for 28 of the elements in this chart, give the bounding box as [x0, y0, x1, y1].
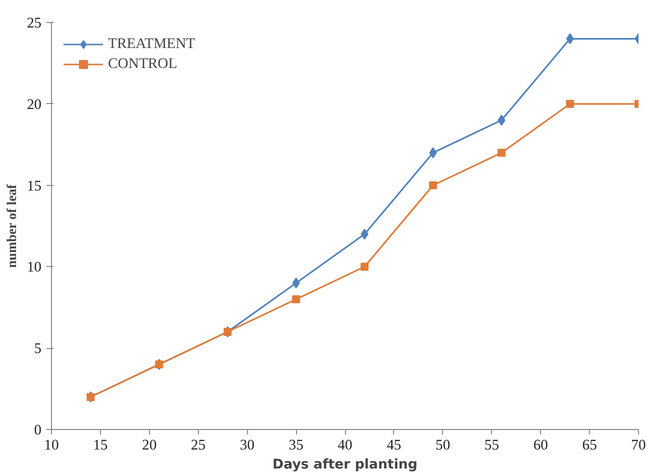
x-tick-label: 30 — [240, 438, 254, 454]
point — [498, 148, 506, 157]
x-tick-label: 45 — [386, 438, 402, 454]
x-tick-label: 25 — [190, 438, 206, 454]
y-tick-label: 15 — [26, 178, 42, 194]
point — [360, 262, 369, 271]
y-tick-label: 25 — [26, 16, 42, 32]
y-tick-label: 10 — [26, 260, 42, 276]
x-tick-label: 10 — [44, 438, 59, 454]
x-tick-label: 15 — [93, 438, 108, 454]
y-tick-label: 20 — [26, 96, 42, 113]
x-axis-title: Days after planting — [272, 458, 418, 472]
x-tick-label: 20 — [142, 438, 157, 454]
legend-label: CONTROL — [108, 56, 178, 72]
x-tick-label: 40 — [338, 438, 352, 454]
point — [292, 295, 300, 304]
point — [566, 100, 574, 108]
x-tick-label: 70 — [631, 438, 646, 454]
legend-label: TREATMENT — [108, 36, 196, 52]
y-tick-label: 5 — [34, 341, 42, 358]
x-tick-label: 65 — [582, 438, 597, 454]
y-axis-title: number of leaf — [4, 184, 19, 268]
point — [429, 181, 438, 190]
y-tick-label: 0 — [34, 422, 42, 438]
x-tick-label: 50 — [436, 438, 450, 454]
x-tick-label: 35 — [288, 438, 304, 454]
x-tick-label: 60 — [533, 438, 548, 454]
x-tick-label: 55 — [484, 438, 500, 454]
